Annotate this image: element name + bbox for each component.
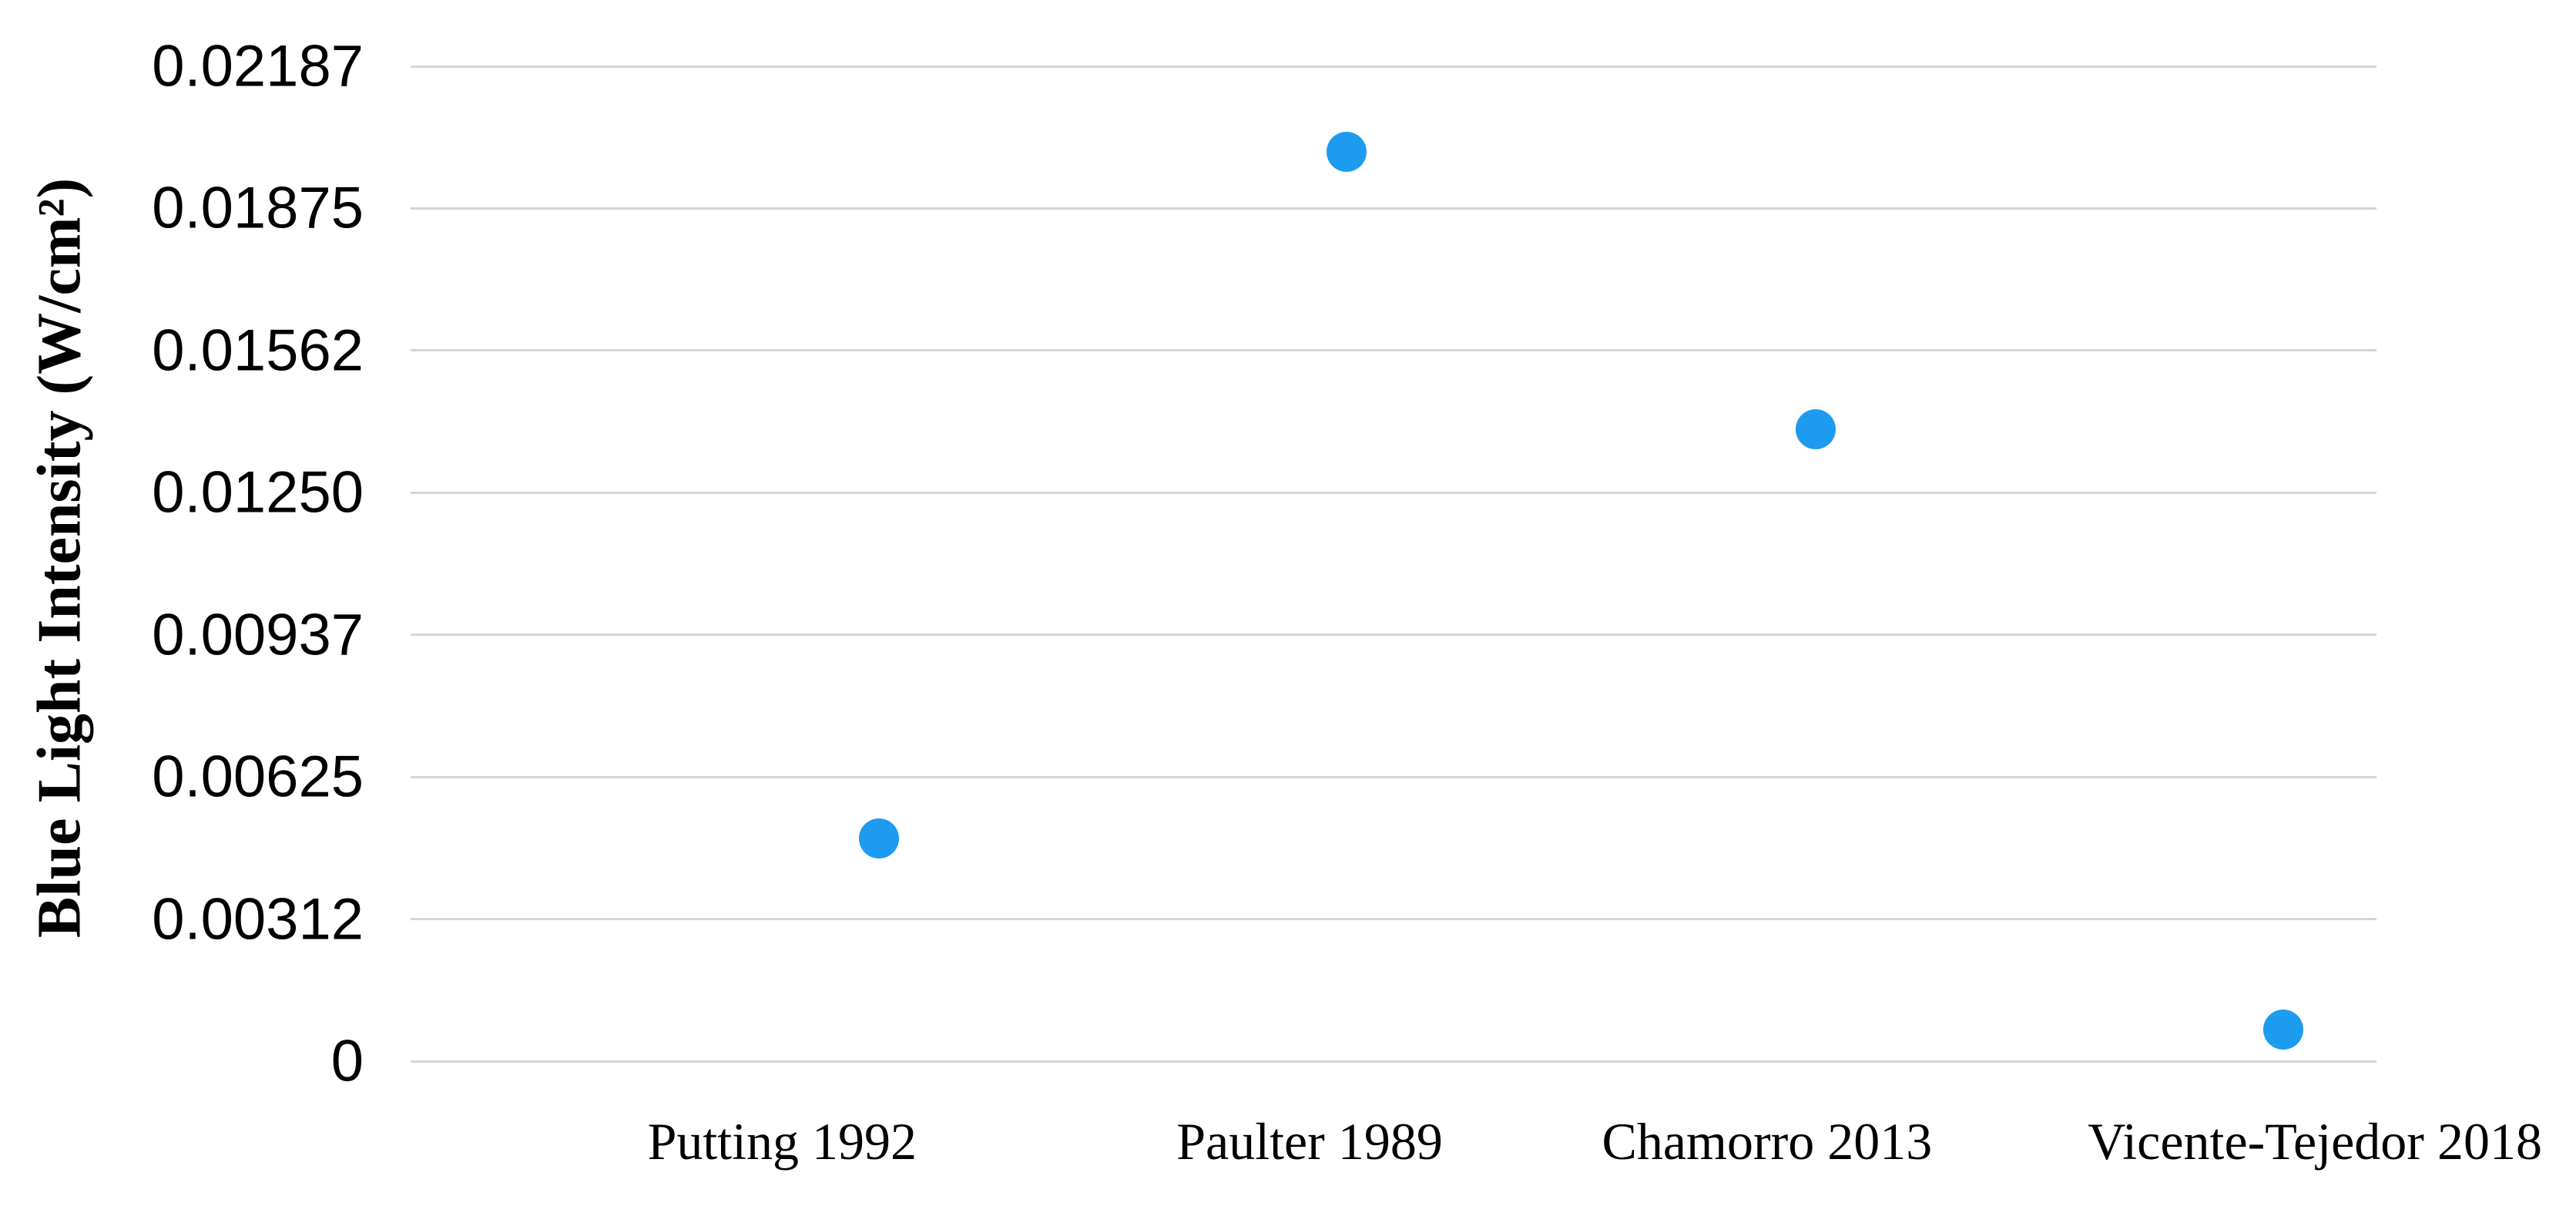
- y-tick-label: 0.00625: [152, 744, 364, 810]
- x-axis-label: Paulter 1989: [1176, 1112, 1443, 1171]
- gridline: [411, 775, 2376, 778]
- y-tick-label: 0.00937: [152, 602, 364, 668]
- gridline: [411, 65, 2376, 68]
- gridline: [411, 918, 2376, 921]
- gridline: [411, 491, 2376, 494]
- y-tick-label: 0.01562: [152, 318, 364, 384]
- data-point-chamorro-2013: [1795, 408, 1836, 449]
- plot-area: [411, 65, 2376, 1063]
- data-point-vicente-tejedor-2018: [2263, 1009, 2304, 1050]
- y-tick-label: 0.02187: [152, 33, 364, 99]
- y-tick-label: 0.00312: [152, 886, 364, 953]
- y-tick-label: 0.01875: [152, 175, 364, 241]
- gridline: [411, 633, 2376, 637]
- y-axis-title: Blue Light Intensity (W/cm²): [25, 177, 94, 939]
- gridline: [411, 207, 2376, 210]
- data-point-putting-1992: [858, 818, 899, 859]
- y-tick-label: 0.01250: [152, 459, 364, 526]
- data-point-paulter-1989: [1327, 131, 1367, 172]
- x-axis-label: Chamorro 2013: [1602, 1112, 1933, 1171]
- x-axis-label: Vicente-Tejedor 2018: [2088, 1112, 2542, 1171]
- gridline: [411, 349, 2376, 352]
- gridline: [411, 1060, 2376, 1063]
- y-tick-label: 0: [330, 1028, 364, 1094]
- x-axis-label: Putting 1992: [647, 1112, 917, 1171]
